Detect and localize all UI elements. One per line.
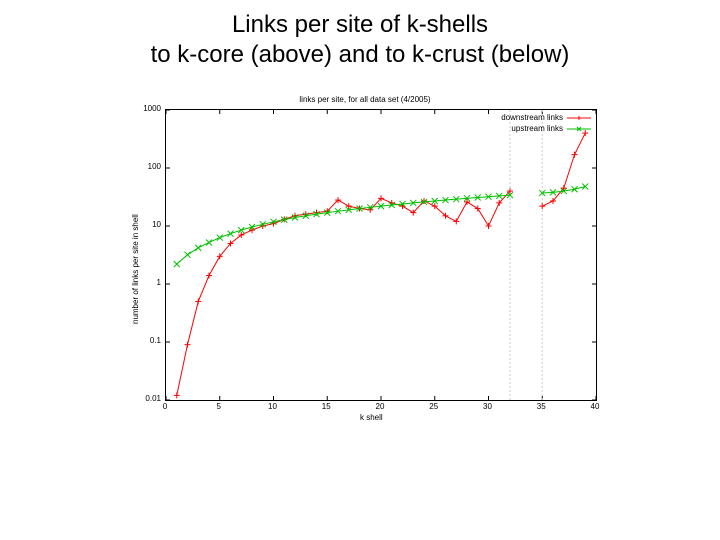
y-tick-label: 0.1 <box>150 336 161 345</box>
slide-root: { "heading": { "line1": "Links per site … <box>0 0 720 540</box>
y-tick-label: 10 <box>152 220 161 229</box>
legend-swatch <box>567 124 591 134</box>
legend-swatch <box>567 113 591 123</box>
plot-box <box>165 109 597 401</box>
heading-line2: to k-core (above) and to k-crust (below) <box>151 41 570 68</box>
slide-heading: Links per site of k-shells to k-core (ab… <box>0 10 720 70</box>
x-tick-label: 15 <box>318 402 334 411</box>
x-tick-label: 30 <box>480 402 496 411</box>
legend-label: downstream links <box>501 113 563 122</box>
y-tick-label: 0.01 <box>145 394 161 403</box>
legend: downstream links upstream links <box>455 112 591 134</box>
y-tick-label: 1000 <box>143 104 161 113</box>
x-tick-label: 40 <box>587 402 603 411</box>
legend-label: upstream links <box>511 124 563 133</box>
x-tick-label: 25 <box>426 402 442 411</box>
heading-line1: Links per site of k-shells <box>232 11 488 38</box>
y-tick-label: 1 <box>157 278 161 287</box>
x-tick-label: 35 <box>533 402 549 411</box>
chart-container: links per site, for all data set (4/2005… <box>120 95 610 425</box>
x-axis-label: k shell <box>360 413 383 422</box>
legend-entry: upstream links <box>455 123 591 134</box>
y-axis-label: number of links per site in shell <box>131 214 140 324</box>
x-tick-label: 0 <box>157 402 173 411</box>
x-tick-label: 5 <box>211 402 227 411</box>
legend-entry: downstream links <box>455 112 591 123</box>
plot-svg <box>166 110 596 400</box>
y-tick-label: 100 <box>148 162 161 171</box>
x-tick-label: 20 <box>372 402 388 411</box>
chart-title: links per site, for all data set (4/2005… <box>120 95 610 104</box>
x-tick-label: 10 <box>265 402 281 411</box>
